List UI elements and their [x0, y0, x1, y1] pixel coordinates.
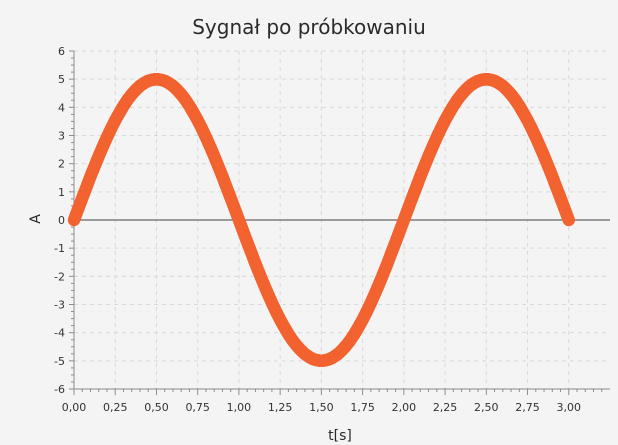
x-axis-label: t[s] — [328, 428, 352, 444]
y-tick-label: 4 — [58, 101, 65, 114]
x-tick-label: 1,75 — [350, 401, 375, 414]
chart-title: Sygnał po próbkowaniu — [192, 15, 426, 39]
x-tick-label: 0,75 — [185, 401, 210, 414]
y-tick-label: -1 — [54, 242, 65, 255]
x-tick-label: 3,00 — [557, 401, 582, 414]
y-tick-label: 5 — [58, 73, 65, 86]
y-tick-label: 3 — [58, 130, 65, 143]
y-tick-label: -5 — [54, 355, 65, 368]
x-tick-label: 2,00 — [392, 401, 417, 414]
x-tick-label: 0,50 — [144, 401, 169, 414]
x-tick-label: 0,25 — [103, 401, 128, 414]
data-point — [562, 213, 575, 227]
x-tick-label: 2,25 — [433, 401, 458, 414]
x-tick-label: 2,75 — [515, 401, 540, 414]
y-tick-label: -4 — [54, 327, 65, 340]
y-tick-label: 2 — [58, 158, 65, 171]
x-tick-label: 1,00 — [227, 401, 252, 414]
y-tick-label: 0 — [58, 214, 65, 227]
x-tick-label: 1,50 — [309, 401, 334, 414]
y-axis-label: A — [28, 214, 44, 224]
y-tick-label: 1 — [58, 186, 65, 199]
y-tick-label: -6 — [54, 383, 65, 396]
y-tick-label: 6 — [58, 45, 65, 58]
x-tick-label: 2,50 — [474, 401, 499, 414]
y-tick-label: -2 — [54, 270, 65, 283]
x-tick-label: 0,00 — [62, 401, 87, 414]
x-tick-label: 1,25 — [268, 401, 293, 414]
y-tick-label: -3 — [54, 299, 65, 312]
series-layer — [67, 72, 575, 368]
